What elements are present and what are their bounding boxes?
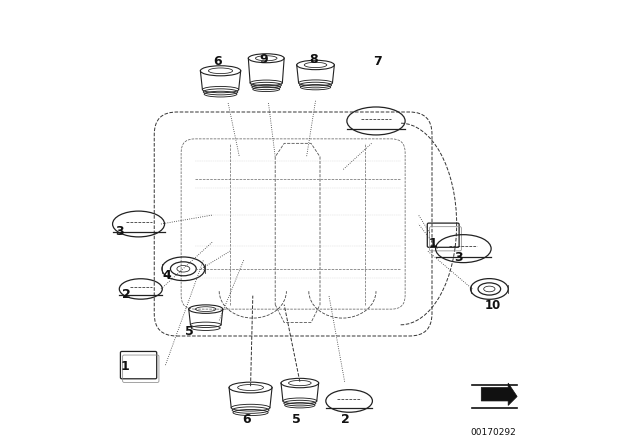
- Text: 2: 2: [122, 288, 131, 301]
- Text: 9: 9: [260, 53, 268, 66]
- Text: 7: 7: [373, 55, 381, 68]
- Text: 00170292: 00170292: [470, 427, 516, 436]
- Text: 5: 5: [185, 325, 193, 338]
- Text: 10: 10: [485, 299, 501, 312]
- Polygon shape: [481, 383, 517, 405]
- Text: 3: 3: [454, 251, 463, 264]
- Text: 2: 2: [341, 414, 350, 426]
- Text: 6: 6: [213, 55, 222, 68]
- Text: 8: 8: [309, 53, 317, 66]
- Text: 5: 5: [292, 414, 301, 426]
- Text: 6: 6: [243, 414, 251, 426]
- Text: 1: 1: [121, 360, 129, 373]
- Text: 1: 1: [429, 237, 438, 250]
- Text: 4: 4: [163, 269, 171, 282]
- Text: 3: 3: [115, 225, 124, 238]
